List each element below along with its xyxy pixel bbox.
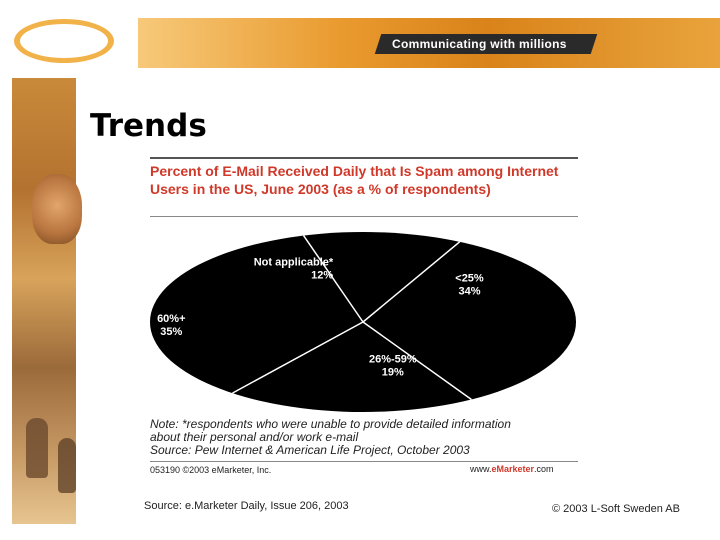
chart-title: Percent of E-Mail Received Daily that Is… (150, 163, 559, 197)
brand-name: eMarketer (491, 464, 535, 474)
pie-slice-divider (362, 321, 472, 401)
chart-note: Note: *respondents who were unable to pr… (150, 418, 578, 457)
brand-suffix: .com (534, 464, 554, 474)
pie-slice-value: 35% (160, 326, 182, 338)
chart-bottom-rule (150, 461, 578, 462)
tagline-text: Communicating with millions (392, 37, 567, 51)
logo-text: L-Soft (48, 40, 81, 52)
pie-slice-value: 19% (382, 367, 404, 379)
source-caption: Source: e.Marketer Daily, Issue 206, 200… (144, 500, 349, 512)
pie-slice-label: Not applicable* (254, 256, 334, 268)
pie-slice-divider (362, 241, 461, 323)
slide-title: Trends (90, 108, 207, 144)
photo-face (32, 174, 82, 244)
chart-title-rule (150, 216, 578, 217)
photo-person (58, 438, 76, 493)
chart-brand: www.eMarketer.com (470, 464, 554, 474)
copyright: © 2003 L-Soft Sweden AB (552, 503, 680, 515)
photo-person (26, 418, 48, 478)
l-soft-logo: L-Soft (14, 19, 114, 63)
note-line: Note: *respondents who were unable to pr… (150, 417, 511, 431)
note-line: Source: Pew Internet & American Life Pro… (150, 443, 470, 457)
chart-top-rule (150, 157, 578, 159)
pie-chart: <25%34% 26%-59%19% 60%+35% Not applicable*1… (150, 232, 576, 412)
chart-id: 053190 ©2003 eMarketer, Inc. (150, 465, 272, 475)
pie-slice-label: 26%-59% (369, 354, 417, 366)
pie-slice-value: 12% (311, 269, 333, 281)
pie-slice-divider (302, 235, 364, 323)
pie-slice-value: 34% (458, 286, 480, 298)
pie-slice-divider (232, 321, 364, 394)
note-line: about their personal and/or work e-mail (150, 430, 359, 444)
side-photo (12, 78, 82, 524)
pie-slice-label: <25% (455, 273, 484, 285)
brand-prefix: www. (470, 464, 492, 474)
pie-slice-label: 60%+ (157, 313, 185, 325)
